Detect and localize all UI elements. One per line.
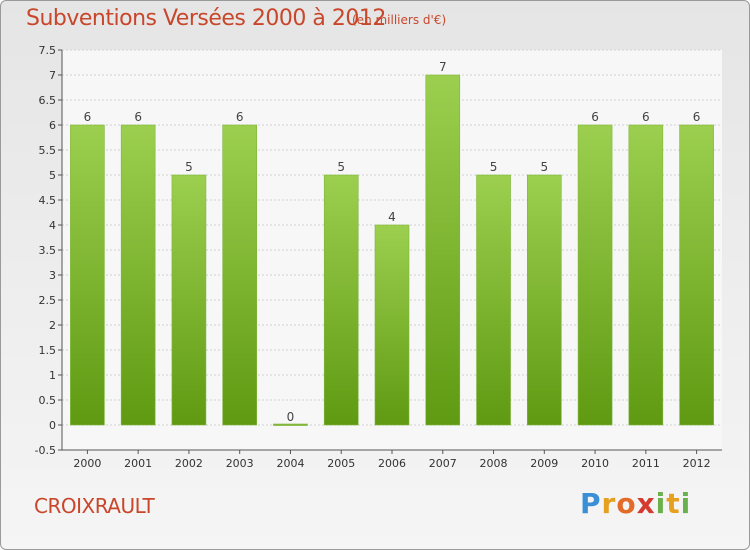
x-tick-label: 2000 (73, 457, 101, 470)
bar-value-label: 5 (490, 160, 498, 174)
x-tick-label: 2007 (429, 457, 457, 470)
x-tick-label: 2005 (327, 457, 355, 470)
bar-value-label: 6 (642, 110, 650, 124)
y-tick-label: -0.5 (35, 444, 56, 457)
bar (120, 124, 156, 426)
x-tick-label: 2004 (276, 457, 304, 470)
x-tick-label: 2008 (480, 457, 508, 470)
y-tick-label: 1 (49, 369, 56, 382)
x-tick-label: 2009 (530, 457, 558, 470)
y-tick-label: 6 (49, 119, 56, 132)
y-tick-label: 0.5 (39, 394, 57, 407)
bar (323, 174, 359, 426)
x-tick-label: 2003 (226, 457, 254, 470)
y-tick-label: 0 (49, 419, 56, 432)
y-tick-label: 3.5 (39, 244, 57, 257)
commune-name: CROIXRAULT (34, 494, 155, 518)
bar (273, 423, 308, 426)
bar-value-label: 5 (540, 160, 548, 174)
y-tick-label: 5 (49, 169, 56, 182)
bar-value-label: 5 (185, 160, 193, 174)
bar-value-label: 6 (591, 110, 599, 124)
y-tick-label: 3 (49, 269, 56, 282)
proxiti-logo: Proxiti (580, 487, 692, 520)
y-tick-label: 2 (49, 319, 56, 332)
y-tick-label: 4.5 (39, 194, 57, 207)
x-tick-label: 2012 (683, 457, 711, 470)
y-tick-label: 1.5 (39, 344, 57, 357)
y-tick-label: 4 (49, 219, 56, 232)
bar-value-label: 4 (388, 210, 396, 224)
bar-value-label: 5 (337, 160, 345, 174)
x-tick-label: 2006 (378, 457, 406, 470)
x-tick-label: 2002 (175, 457, 203, 470)
bar (476, 174, 511, 426)
y-tick-label: 6.5 (39, 94, 57, 107)
y-tick-label: 5.5 (39, 144, 57, 157)
x-tick-label: 2001 (124, 457, 152, 470)
bar-value-label: 6 (84, 110, 92, 124)
bar-value-label: 6 (693, 110, 701, 124)
bar-value-label: 0 (287, 410, 295, 424)
bar-value-label: 7 (439, 60, 447, 74)
bar (171, 174, 207, 426)
bar-value-label: 6 (134, 110, 142, 124)
bar (374, 224, 410, 426)
x-tick-label: 2011 (632, 457, 660, 470)
bar (679, 124, 714, 426)
bar (527, 174, 562, 426)
y-tick-label: 7.5 (39, 44, 57, 57)
bar-value-label: 6 (236, 110, 244, 124)
x-tick-label: 2010 (581, 457, 609, 470)
bar (70, 124, 105, 426)
bar (222, 124, 257, 426)
y-tick-label: 2.5 (39, 294, 57, 307)
bar (425, 74, 461, 426)
bar (577, 124, 613, 426)
chart-title: Subventions Versées 2000 à 2012 (26, 6, 386, 31)
y-tick-label: 7 (49, 69, 56, 82)
bar (628, 124, 664, 426)
unit-label: (en milliers d'€) (352, 13, 447, 27)
